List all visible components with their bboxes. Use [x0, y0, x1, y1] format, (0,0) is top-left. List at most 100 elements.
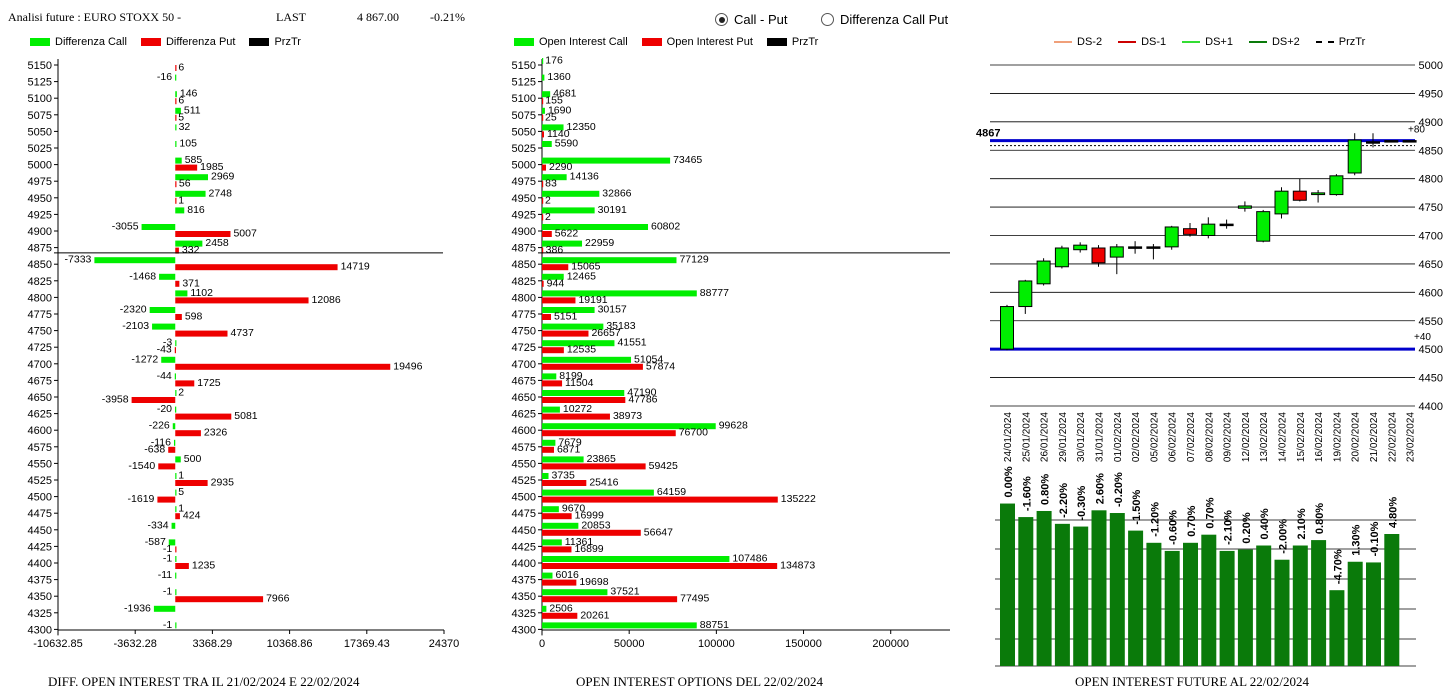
- call-bar: [542, 589, 608, 596]
- candle-body: [1347, 139, 1362, 174]
- x-tick-label: -10632.85: [33, 638, 83, 650]
- put-value-label: 135222: [781, 493, 816, 505]
- call-value-label: -116: [151, 436, 171, 448]
- call-bar: [542, 207, 595, 214]
- y-tick-label: 4350: [512, 591, 536, 603]
- y-tick-label: 4650: [28, 392, 52, 404]
- put-bar: [542, 164, 546, 171]
- put-value-label: 19698: [579, 576, 608, 588]
- put-bar: [542, 347, 564, 354]
- call-bar: [542, 290, 697, 297]
- y-tick-label: 5075: [512, 110, 536, 122]
- y-tick-label: 4875: [512, 243, 536, 255]
- x-tick-label: 200000: [872, 638, 909, 650]
- call-value-label: -1: [163, 586, 172, 598]
- put-bar: [175, 114, 177, 121]
- put-value-label: 2935: [211, 477, 235, 489]
- put-bar: [542, 247, 544, 254]
- put-value-label: 19496: [393, 360, 422, 372]
- call-value-label: 2748: [209, 187, 233, 199]
- x-date-label: 29/01/2024: [1058, 412, 1069, 462]
- candle-body: [1311, 192, 1326, 196]
- put-bar: [542, 280, 544, 287]
- put-value-label: 83: [545, 178, 557, 190]
- call-bar: [175, 141, 177, 147]
- oi-bar: [1219, 550, 1235, 666]
- put-bar: [542, 480, 587, 486]
- put-value-label: 19191: [578, 294, 607, 306]
- put-value-label: 25: [545, 111, 557, 123]
- call-value-label: 6016: [555, 569, 579, 581]
- oi-bar: [1164, 550, 1180, 666]
- y-tick-label: 4975: [28, 176, 52, 188]
- put-value-label: 20261: [580, 609, 609, 621]
- call-bar: [94, 257, 176, 264]
- legend-label: Open Interest Put: [666, 36, 753, 48]
- oi-bar-label: -1.50%: [1131, 490, 1143, 525]
- call-bar: [159, 273, 176, 280]
- call-value-label: 20853: [581, 519, 610, 531]
- call-value-label: -334: [148, 519, 169, 531]
- oi-bar-label: 0.80%: [1040, 474, 1052, 505]
- radio-dot[interactable]: [821, 13, 834, 26]
- candle-body: [1237, 205, 1252, 209]
- x-date-label: 15/02/2024: [1296, 412, 1307, 462]
- y-tick-label: 4300: [512, 624, 536, 636]
- call-bar: [175, 406, 177, 413]
- call-value-label: -2103: [122, 320, 149, 332]
- put-value-label: 16999: [575, 510, 604, 522]
- put-value-label: 59425: [649, 460, 678, 472]
- call-value-label: 3735: [552, 470, 576, 482]
- candle-body: [1219, 223, 1234, 227]
- call-value-label: 11361: [565, 536, 594, 548]
- level-lower-label: +40: [1414, 332, 1431, 343]
- y-tick-label: 4900: [512, 226, 536, 238]
- put-bar: [175, 314, 182, 320]
- call-bar: [175, 556, 177, 562]
- y-tick-label: 4400: [1419, 401, 1443, 413]
- put-bar: [175, 264, 338, 271]
- call-value-label: 5: [178, 486, 184, 498]
- put-value-label: 1: [178, 194, 184, 206]
- call-bar: [542, 373, 557, 380]
- oi-bar-label: -0.60%: [1168, 510, 1180, 545]
- call-value-label: 500: [184, 453, 202, 465]
- put-value-label: 424: [183, 510, 201, 522]
- y-tick-label: 4450: [1419, 373, 1443, 385]
- y-tick-label: 5100: [512, 93, 536, 105]
- call-value-label: 41551: [617, 337, 646, 349]
- y-tick-label: 4575: [512, 442, 536, 454]
- y-tick-label: 4825: [28, 276, 52, 288]
- radio-diff-call-put[interactable]: Differenza Call Put: [821, 12, 948, 27]
- call-bar: [175, 390, 177, 396]
- radio-call-put[interactable]: Call - Put: [715, 12, 787, 27]
- put-bar: [542, 380, 563, 387]
- y-tick-label: 4900: [1419, 117, 1443, 129]
- candle-body: [1018, 280, 1033, 308]
- y-tick-label: 4300: [28, 624, 52, 636]
- legend-label: DS+1: [1205, 36, 1233, 48]
- change-percent: -0.21%: [430, 10, 465, 24]
- oi-bar-label: -0.10%: [1369, 521, 1381, 556]
- x-tick-label: 17369.43: [344, 638, 390, 650]
- put-bar: [175, 247, 179, 254]
- legend-panel3: DS-2 DS-1 DS+1 DS+2 PrzTr: [1054, 36, 1365, 48]
- put-bar: [542, 463, 646, 470]
- call-bar: [149, 307, 176, 313]
- x-tick-label: 24370: [429, 638, 460, 650]
- legend-line: [1248, 41, 1267, 43]
- call-value-label: -44: [157, 370, 172, 382]
- oi-bar: [1311, 540, 1327, 666]
- call-value-label: 51054: [634, 353, 663, 365]
- y-tick-label: 4500: [512, 492, 536, 504]
- put-bar: [175, 480, 208, 486]
- y-tick-label: 5125: [512, 77, 536, 89]
- put-bar: [175, 164, 198, 171]
- put-bar: [542, 181, 544, 188]
- put-bar: [175, 181, 177, 188]
- put-bar: [542, 546, 572, 553]
- x-date-label: 14/02/2024: [1278, 412, 1289, 462]
- put-bar: [175, 363, 391, 370]
- radio-dot-selected[interactable]: [715, 13, 728, 26]
- y-tick-label: 4775: [512, 309, 536, 321]
